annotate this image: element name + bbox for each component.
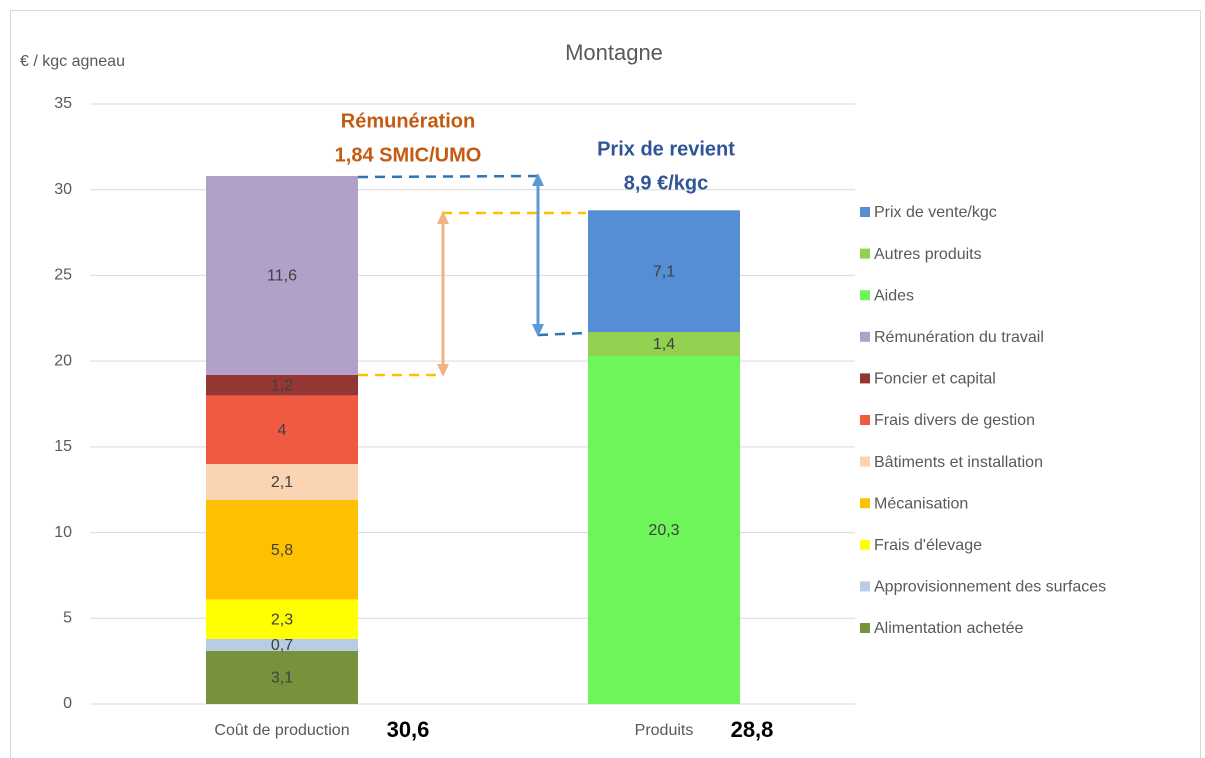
- legend-swatch: [860, 415, 870, 425]
- legend-swatch: [860, 456, 870, 467]
- total-label: 30,6: [387, 717, 430, 742]
- brackets: [357, 173, 587, 377]
- legend-swatch: [860, 539, 870, 550]
- legend-swatch: [860, 373, 870, 384]
- bar-segment: [588, 210, 740, 332]
- arrow-head: [532, 173, 544, 186]
- legend-swatch: [860, 207, 870, 217]
- legend-label: Approvisionnement des surfaces: [874, 579, 1106, 596]
- value-label: 2,3: [271, 611, 293, 628]
- y-tick-label: 25: [54, 267, 72, 284]
- y-tick-label: 35: [54, 95, 72, 112]
- legend-swatch: [860, 498, 870, 509]
- legend-label: Aides: [874, 287, 914, 304]
- bar-segment: [206, 650, 358, 704]
- legend-label: Frais divers de gestion: [874, 412, 1035, 429]
- annotation: Prix de revient: [597, 138, 735, 160]
- value-label: 1,2: [271, 377, 293, 394]
- bar-segment: [206, 464, 358, 500]
- bar-segment: [206, 599, 358, 639]
- annotation: 8,9 €/kgc: [624, 172, 709, 194]
- arrow-head: [532, 324, 544, 337]
- legend-swatch: [860, 290, 870, 301]
- y-tick-label: 5: [63, 610, 72, 627]
- legend-swatch: [860, 248, 870, 259]
- value-label: 4: [278, 422, 287, 439]
- legend-label: Rémunération du travail: [874, 329, 1044, 346]
- bar-segment: [206, 638, 358, 651]
- y-tick-label: 15: [54, 438, 72, 455]
- annotation: Rémunération: [341, 110, 475, 132]
- y-tick-label: 10: [54, 524, 72, 541]
- arrow-head: [437, 364, 449, 377]
- y-tick-label: 20: [54, 352, 72, 369]
- y-tick-label: 30: [54, 181, 72, 198]
- bar-segment: [206, 500, 358, 600]
- y-tick-label: 0: [63, 695, 72, 712]
- annotation: 1,84 SMIC/UMO: [335, 144, 482, 166]
- x-tick-label: Produits: [635, 722, 694, 739]
- legend-label: Frais d'élevage: [874, 537, 982, 554]
- legend-label: Alimentation achetée: [874, 620, 1024, 637]
- bar-segment: [206, 374, 358, 396]
- bar-segment: [588, 356, 740, 704]
- bar-segment: [206, 395, 358, 464]
- legend-label: Prix de vente/kgc: [874, 204, 997, 221]
- bar-segment: [588, 332, 740, 356]
- y-axis-label: € / kgc agneau: [20, 53, 125, 70]
- bracket-line: [537, 331, 587, 337]
- legend-label: Autres produits: [874, 246, 982, 263]
- bracket-line: [357, 174, 541, 179]
- legend-label: Foncier et capital: [874, 371, 996, 388]
- value-label: 1,4: [653, 336, 675, 353]
- bar-segment: [206, 176, 358, 375]
- x-tick-label: Coût de production: [214, 722, 349, 739]
- value-label: 0,7: [271, 637, 293, 654]
- total-label: 28,8: [731, 717, 774, 742]
- legend-label: Bâtiments et installation: [874, 454, 1043, 471]
- legend-swatch: [860, 331, 870, 342]
- value-label: 11,6: [267, 268, 297, 285]
- legend-swatch: [860, 623, 870, 633]
- chart-title: Montagne: [565, 40, 663, 65]
- value-label: 7,1: [653, 263, 675, 280]
- value-label: 3,1: [271, 670, 293, 687]
- value-label: 20,3: [648, 522, 679, 539]
- value-label: 5,8: [271, 542, 293, 559]
- legend-swatch: [860, 581, 870, 592]
- chart-frame: [10, 10, 1201, 758]
- legend-label: Mécanisation: [874, 495, 968, 512]
- value-label: 2,1: [271, 474, 293, 491]
- arrow-head: [437, 211, 449, 224]
